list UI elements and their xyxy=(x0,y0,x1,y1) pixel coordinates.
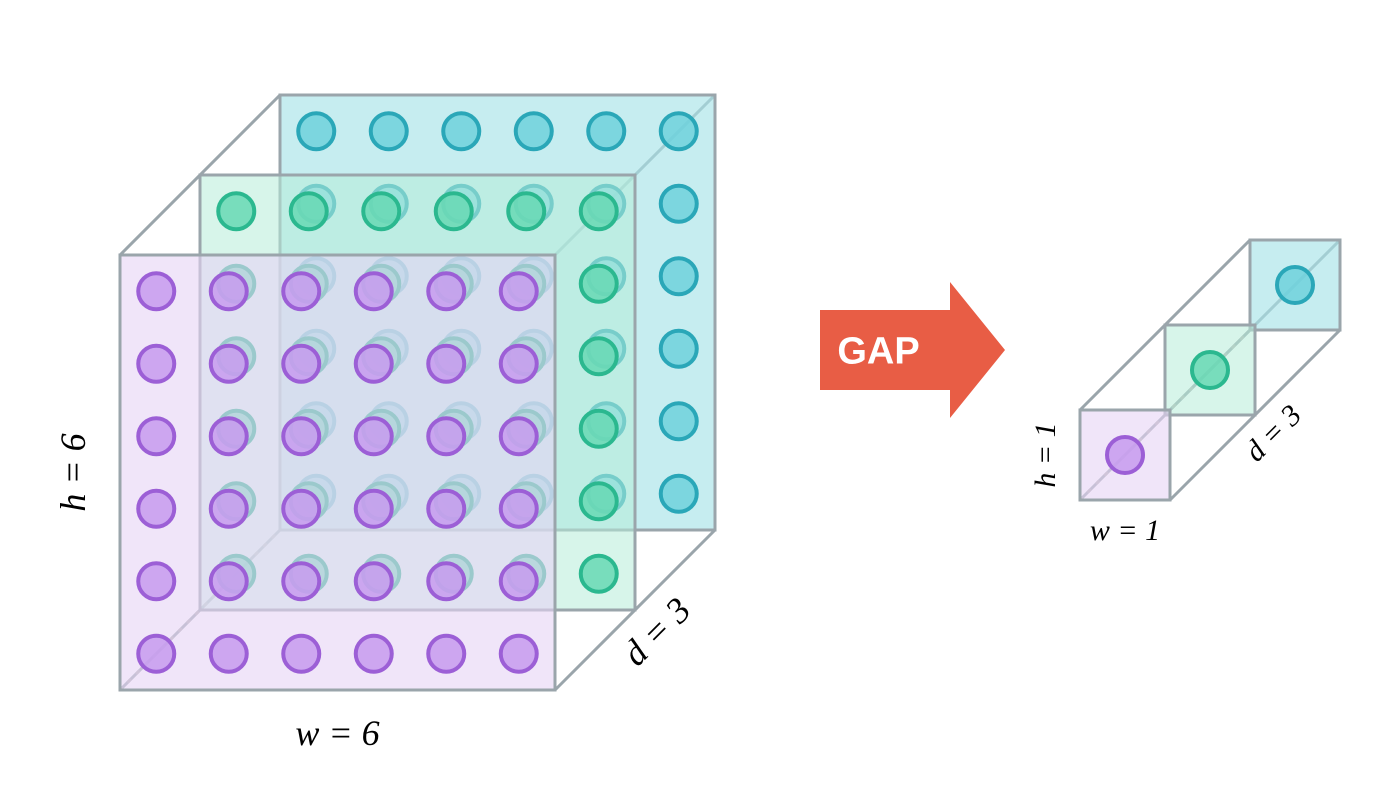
output-tensor xyxy=(1080,240,1340,500)
input-tensor-dot xyxy=(581,338,617,374)
input-tensor-dot xyxy=(443,113,479,149)
input-tensor-dot xyxy=(588,113,624,149)
input-tensor-dot xyxy=(356,346,392,382)
input-tensor-dot xyxy=(501,273,537,309)
input-tensor-dot xyxy=(356,636,392,672)
input-tensor-dot xyxy=(356,273,392,309)
input-tensor-dot xyxy=(283,418,319,454)
input-tensor-dot xyxy=(501,346,537,382)
input-tensor-dot xyxy=(428,273,464,309)
input-tensor-dot xyxy=(428,346,464,382)
input-tensor-dot xyxy=(138,346,174,382)
input-tensor-dot xyxy=(283,346,319,382)
input-tensor-dot xyxy=(356,563,392,599)
input-tensor-dot xyxy=(356,491,392,527)
output-tensor-layer-1 xyxy=(1165,325,1255,415)
input-tensor-dot xyxy=(283,636,319,672)
input-tensor-dot xyxy=(356,418,392,454)
input-tensor-dot xyxy=(581,193,617,229)
input-tensor-dot xyxy=(581,411,617,447)
output-tensor-layer-2 xyxy=(1080,410,1170,500)
input-tensor-dot xyxy=(661,403,697,439)
input-tensor-dot xyxy=(501,636,537,672)
input-tensor-dot xyxy=(211,418,247,454)
input-tensor-dot xyxy=(138,418,174,454)
input-tensor-dot xyxy=(501,563,537,599)
gap-diagram: h = 6w = 6d = 3GAPh = 1w = 1d = 3 xyxy=(0,0,1392,808)
input-tensor-dot xyxy=(501,418,537,454)
input-tensor xyxy=(120,95,715,690)
input-tensor-dot xyxy=(138,273,174,309)
input-tensor-dot xyxy=(211,636,247,672)
input-tensor-dot xyxy=(581,483,617,519)
input-tensor-dot xyxy=(581,266,617,302)
input-tensor-dot xyxy=(138,491,174,527)
input-tensor-dot xyxy=(291,193,327,229)
input-tensor-layer-2 xyxy=(120,255,555,690)
input-tensor-dot xyxy=(371,113,407,149)
input-tensor-dot xyxy=(501,491,537,527)
input-tensor-dot xyxy=(661,258,697,294)
input-tensor-dot xyxy=(428,418,464,454)
input-tensor-dot xyxy=(211,563,247,599)
input-tensor-dot xyxy=(283,491,319,527)
input-tensor-dot xyxy=(211,491,247,527)
input-tensor-dot xyxy=(283,563,319,599)
input-tensor-dot xyxy=(363,193,399,229)
input-tensor-dot xyxy=(211,346,247,382)
output-tensor-dot xyxy=(1107,437,1143,473)
input-tensor-dot xyxy=(138,563,174,599)
label-h-right: h = 1 xyxy=(1029,422,1062,487)
input-tensor-dot xyxy=(283,273,319,309)
input-tensor-dot xyxy=(218,193,254,229)
output-tensor-dot xyxy=(1192,352,1228,388)
input-tensor-dot xyxy=(516,113,552,149)
input-tensor-dot xyxy=(661,331,697,367)
input-tensor-dot xyxy=(211,273,247,309)
output-tensor-layer-0 xyxy=(1250,240,1340,330)
input-tensor-dot xyxy=(436,193,472,229)
input-tensor-dot xyxy=(581,556,617,592)
input-tensor-dot xyxy=(428,491,464,527)
gap-arrow-label: GAP xyxy=(837,330,919,372)
label-h-left: h = 6 xyxy=(53,433,93,511)
input-tensor-dot xyxy=(298,113,334,149)
output-tensor-dot xyxy=(1277,267,1313,303)
input-tensor-dot xyxy=(138,636,174,672)
input-tensor-layer-2-face xyxy=(120,255,555,690)
input-tensor-dot xyxy=(428,636,464,672)
label-w-right: w = 1 xyxy=(1090,514,1160,547)
label-w-left: w = 6 xyxy=(295,713,379,753)
input-tensor-dot xyxy=(428,563,464,599)
input-tensor-dot xyxy=(508,193,544,229)
input-tensor-dot xyxy=(661,113,697,149)
input-tensor-dot xyxy=(661,186,697,222)
input-tensor-dot xyxy=(661,476,697,512)
